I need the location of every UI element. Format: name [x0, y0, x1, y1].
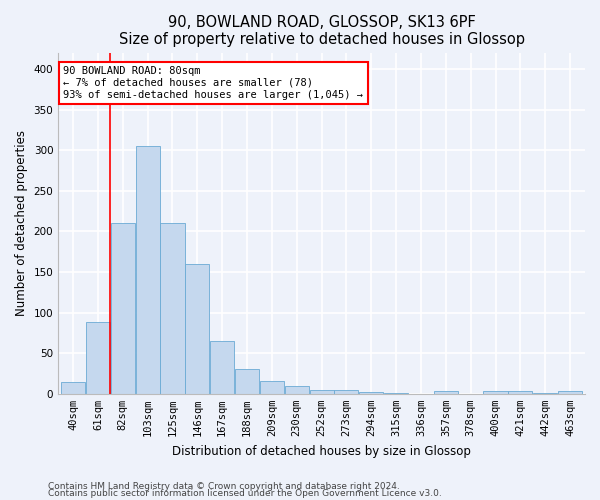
Bar [235, 370, 259, 394]
Bar [533, 393, 557, 394]
Bar [434, 392, 458, 394]
X-axis label: Distribution of detached houses by size in Glossop: Distribution of detached houses by size … [172, 444, 471, 458]
Bar [86, 322, 110, 394]
Text: 90 BOWLAND ROAD: 80sqm
← 7% of detached houses are smaller (78)
93% of semi-deta: 90 BOWLAND ROAD: 80sqm ← 7% of detached … [64, 66, 364, 100]
Bar [210, 341, 234, 394]
Bar [334, 390, 358, 394]
Bar [310, 390, 334, 394]
Bar [558, 392, 582, 394]
Bar [61, 382, 85, 394]
Bar [484, 392, 508, 394]
Bar [384, 393, 408, 394]
Bar [359, 392, 383, 394]
Bar [185, 264, 209, 394]
Bar [160, 224, 185, 394]
Bar [136, 146, 160, 394]
Text: Contains HM Land Registry data © Crown copyright and database right 2024.: Contains HM Land Registry data © Crown c… [48, 482, 400, 491]
Text: Contains public sector information licensed under the Open Government Licence v3: Contains public sector information licen… [48, 490, 442, 498]
Bar [284, 386, 309, 394]
Bar [260, 381, 284, 394]
Bar [508, 392, 532, 394]
Y-axis label: Number of detached properties: Number of detached properties [15, 130, 28, 316]
Title: 90, BOWLAND ROAD, GLOSSOP, SK13 6PF
Size of property relative to detached houses: 90, BOWLAND ROAD, GLOSSOP, SK13 6PF Size… [119, 15, 524, 48]
Bar [111, 224, 135, 394]
